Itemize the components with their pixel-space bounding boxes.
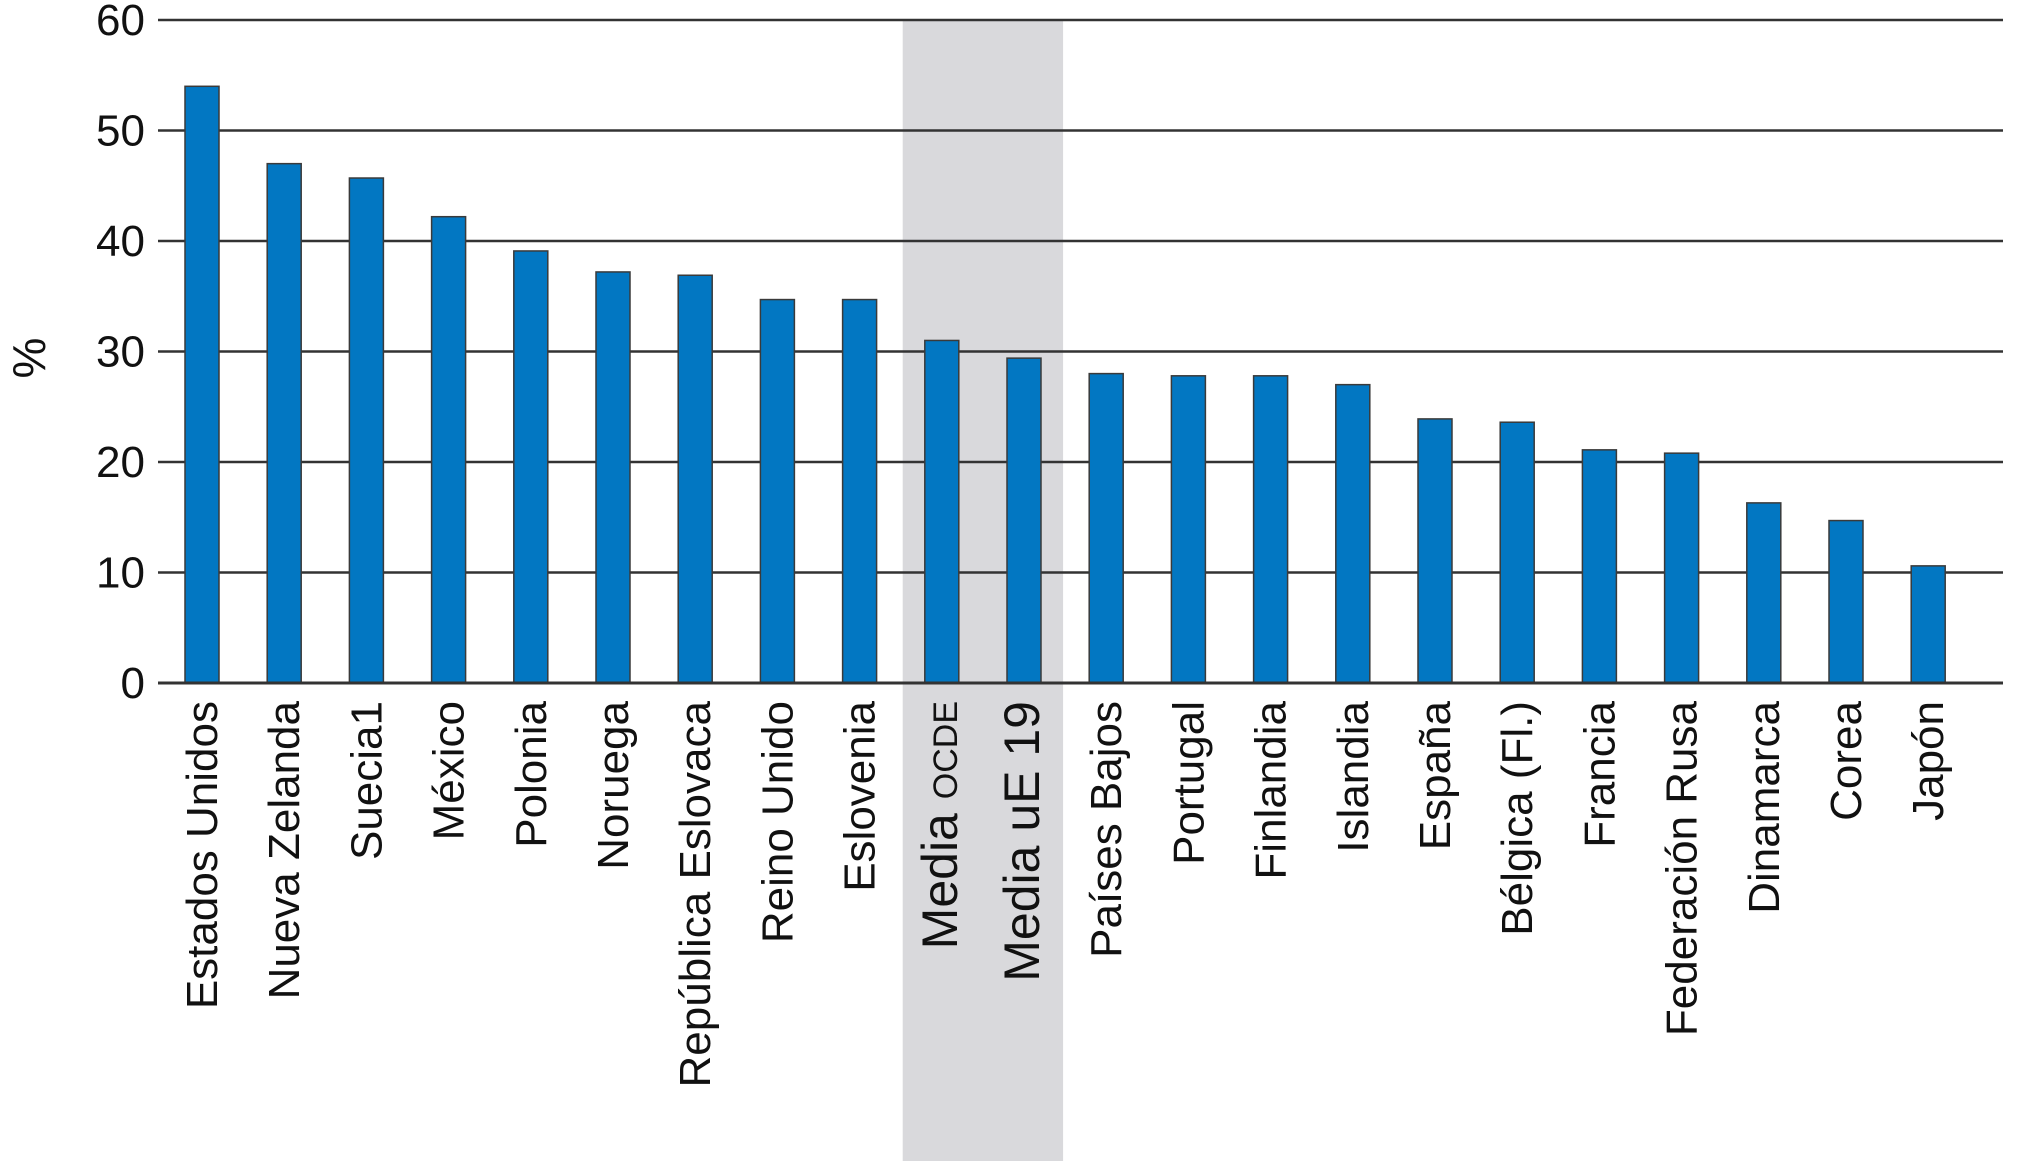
bar: [1170, 375, 1207, 684]
x-tick-label: Suecia1: [342, 701, 391, 860]
x-tick-label: Federación Rusa: [1658, 700, 1707, 1036]
bar: [677, 274, 713, 684]
x-tick-label: Dinamarca: [1740, 700, 1789, 913]
x-axis-labels: Estados Unidos Nueva Zelanda Suecia1 México…: [178, 700, 1953, 1087]
x-tick-label: Francia: [1575, 700, 1624, 847]
bar: [1663, 452, 1700, 684]
x-tick-label: España: [1411, 700, 1460, 850]
bar: [1910, 565, 1946, 684]
y-tick-label: 50: [96, 107, 145, 156]
y-tick-label: 0: [121, 659, 145, 708]
bar: [1746, 502, 1782, 684]
y-tick-label: 10: [96, 549, 145, 598]
bar: [841, 298, 878, 684]
bar: [348, 177, 385, 684]
bar: [1252, 375, 1289, 684]
bar: [266, 162, 302, 684]
x-tick-label: Eslovenia: [836, 700, 885, 891]
bar: [430, 215, 467, 684]
x-tick-label: Bélgica (Fl.): [1493, 701, 1542, 936]
bar: [1828, 519, 1864, 684]
x-tick-label: Islandia: [1329, 700, 1378, 852]
x-tick-label: República Eslovaca: [671, 700, 720, 1087]
x-tick-label: Países Bajos: [1082, 701, 1131, 958]
x-tick-label: Estados Unidos: [178, 701, 227, 1009]
x-tick-label: México: [425, 701, 474, 840]
x-tick-label: Portugal: [1164, 701, 1213, 865]
bar: [1581, 449, 1618, 684]
bar: [924, 339, 960, 684]
x-tick-label: Reino Unido: [753, 701, 802, 943]
y-tick-label: 40: [96, 217, 145, 266]
bar: [1006, 357, 1042, 684]
x-tick-label: Noruega: [589, 700, 638, 869]
x-tick-label: Japón: [1904, 701, 1953, 821]
bar: [1088, 372, 1124, 684]
x-tick-label: Nueva Zelanda: [260, 700, 309, 999]
x-tick-label: Media OCDE: [912, 701, 968, 949]
bar: [595, 271, 631, 684]
x-tick-label: Media uE 19: [994, 701, 1050, 982]
bar: [759, 298, 796, 684]
x-tick-label: Finlandia: [1247, 700, 1296, 879]
y-axis-ticks: 0 10 20 30 40 50 60: [96, 0, 145, 708]
bar: [1335, 383, 1371, 684]
bar: [1499, 421, 1535, 684]
y-tick-label: 20: [96, 438, 145, 487]
bar: [184, 85, 220, 684]
y-tick-label: 60: [96, 0, 145, 45]
bars: [184, 85, 1946, 684]
bar: [1417, 418, 1453, 684]
x-tick-label: Corea: [1822, 700, 1871, 820]
x-tick-label: Polonia: [507, 700, 556, 847]
y-axis-label: %: [3, 338, 55, 379]
bar: [513, 250, 549, 684]
y-tick-label: 30: [96, 328, 145, 377]
